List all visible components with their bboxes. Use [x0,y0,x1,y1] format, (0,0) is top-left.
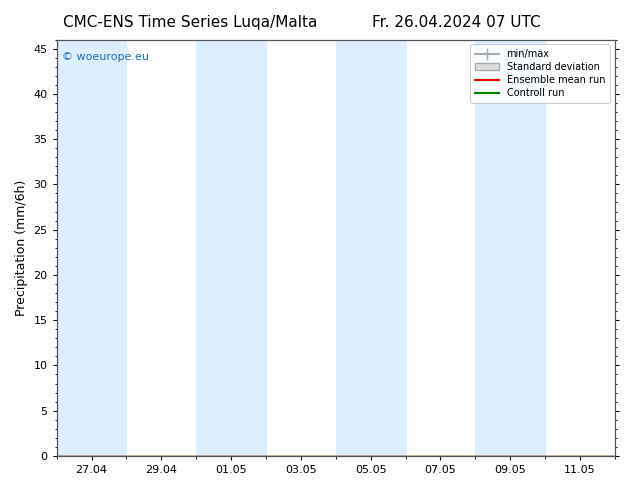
Y-axis label: Precipitation (mm/6h): Precipitation (mm/6h) [15,180,28,316]
Text: CMC-ENS Time Series Luqa/Malta: CMC-ENS Time Series Luqa/Malta [63,15,318,30]
Bar [336,40,406,456]
Legend: min/max, Standard deviation, Ensemble mean run, Controll run: min/max, Standard deviation, Ensemble me… [470,45,610,103]
Text: Fr. 26.04.2024 07 UTC: Fr. 26.04.2024 07 UTC [372,15,541,30]
Bar [197,40,266,456]
Bar [56,40,126,456]
Text: © woeurope.eu: © woeurope.eu [62,52,149,62]
Bar [476,40,545,456]
